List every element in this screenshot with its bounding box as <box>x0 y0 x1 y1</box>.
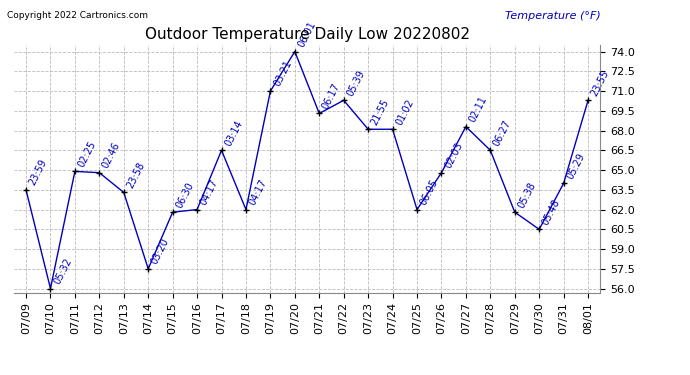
Text: 02:03: 02:03 <box>443 141 464 170</box>
Text: 03:14: 03:14 <box>223 118 244 147</box>
Text: 02:25: 02:25 <box>77 139 98 169</box>
Text: Copyright 2022 Cartronics.com: Copyright 2022 Cartronics.com <box>7 11 148 20</box>
Text: 01:02: 01:02 <box>394 97 415 126</box>
Text: 02:11: 02:11 <box>467 94 489 124</box>
Title: Outdoor Temperature Daily Low 20220802: Outdoor Temperature Daily Low 20220802 <box>144 27 470 42</box>
Text: 05:48: 05:48 <box>540 197 562 226</box>
Text: 04:17: 04:17 <box>247 177 269 207</box>
Text: 05:38: 05:38 <box>516 180 538 209</box>
Text: 06:27: 06:27 <box>492 118 513 147</box>
Text: Temperature (°F): Temperature (°F) <box>504 11 600 21</box>
Text: 04:17: 04:17 <box>199 177 220 207</box>
Text: 06:05: 06:05 <box>418 177 440 207</box>
Text: 06:17: 06:17 <box>321 81 342 111</box>
Text: 05:29: 05:29 <box>565 151 586 180</box>
Text: 03:21: 03:21 <box>272 59 293 88</box>
Text: 23:58: 23:58 <box>125 160 147 190</box>
Text: 02:46: 02:46 <box>101 141 122 170</box>
Text: 06:01: 06:01 <box>296 20 317 49</box>
Text: 05:39: 05:39 <box>345 68 366 98</box>
Text: 23:59: 23:59 <box>28 158 49 187</box>
Text: 05:32: 05:32 <box>52 256 73 286</box>
Text: 23:55: 23:55 <box>589 68 611 98</box>
Text: 06:30: 06:30 <box>174 180 195 209</box>
Text: 21:55: 21:55 <box>370 97 391 126</box>
Text: 03:20: 03:20 <box>150 237 171 266</box>
